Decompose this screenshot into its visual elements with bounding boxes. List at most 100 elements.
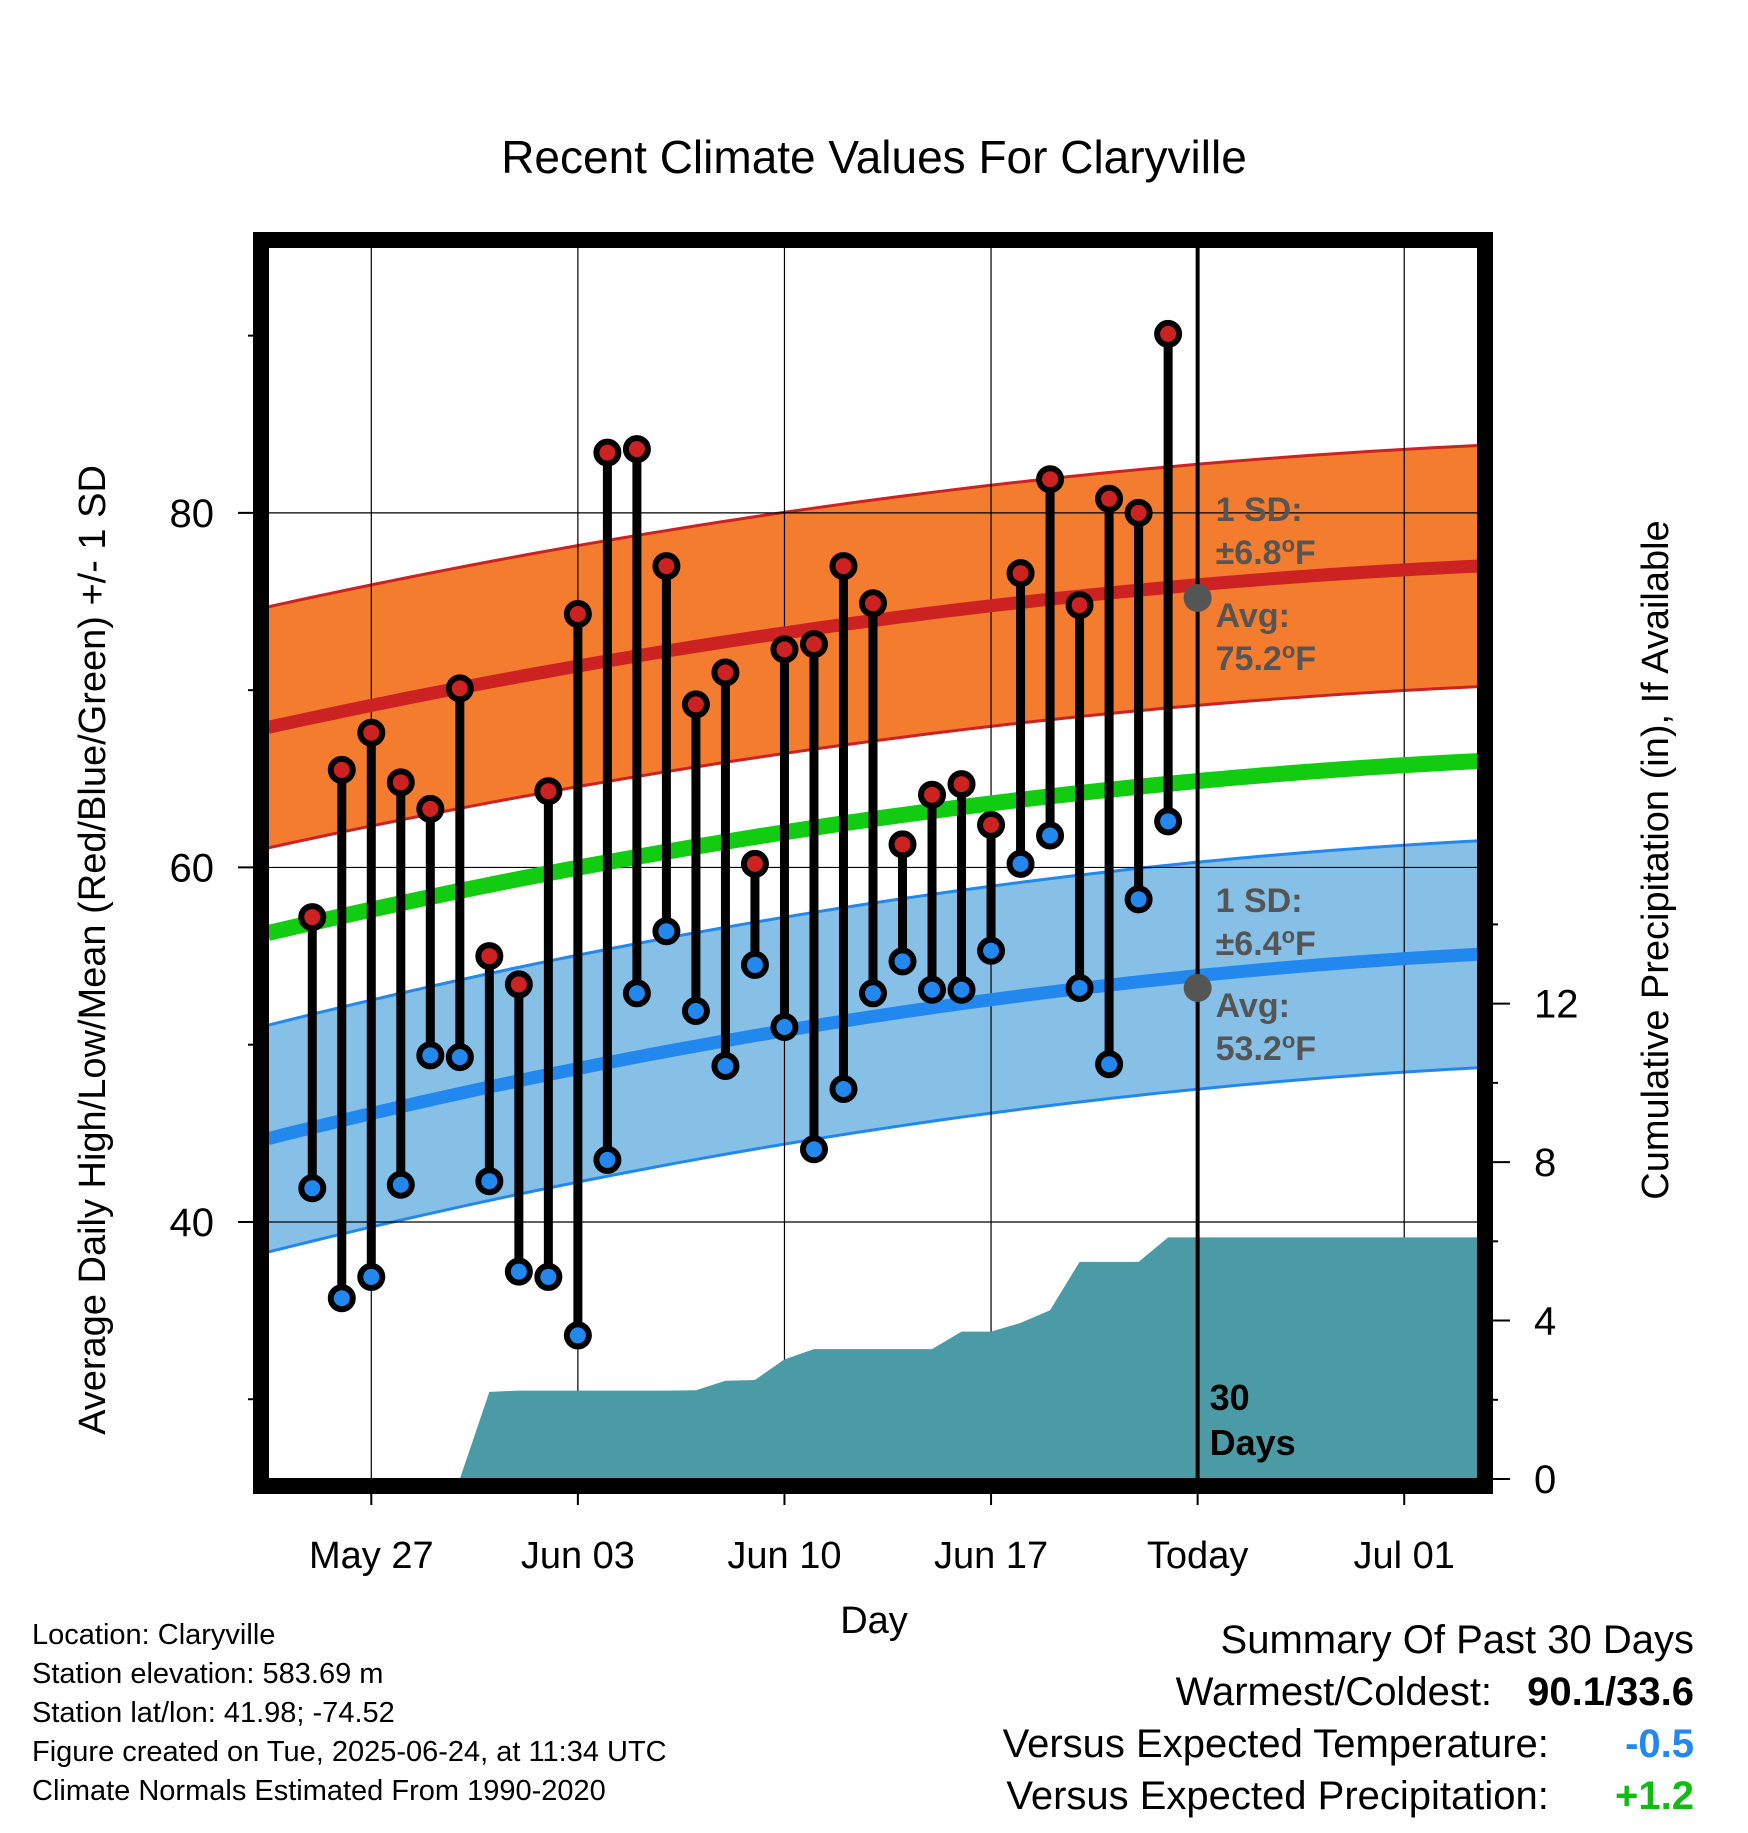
daily-high-point [1006, 559, 1035, 588]
station-info: Location: Claryville Station elevation: … [32, 1616, 667, 1811]
daily-high-point [593, 438, 622, 467]
daily-high-point [327, 755, 356, 784]
daily-low-point [977, 936, 1006, 965]
high-sd-label: 1 SD: [1216, 491, 1303, 529]
high-sd-value: ±6.8oF [1216, 532, 1316, 573]
today-high-avg-dot [1183, 583, 1212, 612]
daily-high-point [1154, 319, 1183, 348]
low-sd-label: 1 SD: [1216, 882, 1303, 920]
low-sd-band [268, 840, 1478, 1253]
y-left-tick-label: 60 [170, 846, 215, 890]
low-sd-lower-edge [267, 1066, 1479, 1254]
y-right-tick-label: 12 [1534, 983, 1579, 1027]
info-location: Location: Claryville [32, 1619, 276, 1651]
plot-border [253, 232, 1493, 1494]
daily-low-point [357, 1262, 386, 1291]
daily-high-point [1036, 465, 1065, 494]
x-tick-label: Jul 01 [1354, 1535, 1455, 1577]
daily-high-point [622, 435, 651, 464]
daily-low-point [1065, 973, 1094, 1002]
precipitation-area-fill [297, 1237, 1478, 1479]
high-avg-label: Avg: [1216, 597, 1290, 635]
daily-high-point [740, 849, 769, 878]
summary-precip-row: Versus Expected Precipitation: +1.2 [1003, 1770, 1694, 1822]
daily-low-point [622, 979, 651, 1008]
daily-low-point [563, 1321, 592, 1350]
x-axis-label: Day [840, 1600, 908, 1642]
daily-high-point [504, 970, 533, 999]
precipitation-area [297, 1237, 1478, 1479]
y-left-tick-label: 40 [170, 1201, 215, 1245]
summary-temp-label: Versus Expected Temperature: [1002, 1722, 1549, 1766]
daily-low-point [298, 1174, 327, 1203]
daily-high-point [1095, 484, 1124, 513]
x-tick-label: Today [1147, 1535, 1248, 1577]
daily-low-point [829, 1075, 858, 1104]
daily-high-point [357, 718, 386, 747]
y-left-tick-label: 80 [170, 492, 215, 536]
info-normals: Climate Normals Estimated From 1990-2020 [32, 1775, 606, 1807]
daily-low-point [947, 975, 976, 1004]
info-elevation: Station elevation: 583.69 m [32, 1658, 384, 1690]
daily-low-point [475, 1167, 504, 1196]
y-right-tick-label: 0 [1534, 1458, 1556, 1502]
y-right-tick-label: 4 [1534, 1300, 1556, 1344]
summary-warmest-coldest-row: Warmest/Coldest: 90.1/33.6 [1003, 1666, 1694, 1718]
daily-high-point [859, 589, 887, 618]
summary-title: Summary Of Past 30 Days [1220, 1618, 1694, 1662]
daily-high-point [445, 674, 474, 703]
daily-low-point [1006, 849, 1035, 878]
daily-low-point [327, 1284, 356, 1313]
daily-low-point [740, 950, 769, 979]
daily-low-point [1036, 821, 1065, 850]
y-right-tick-label: 8 [1534, 1141, 1556, 1185]
summary-temp-value: -0.5 [1625, 1722, 1694, 1766]
daily-high-point [1124, 498, 1153, 527]
daily-high-point [475, 942, 504, 971]
y-axis-left-label: Average Daily High/Low/Mean (Red/Blue/Gr… [72, 465, 114, 1435]
summary-precip-label: Versus Expected Precipitation: [1006, 1774, 1549, 1818]
low-avg-label: Avg: [1216, 987, 1290, 1025]
daily-low-point [534, 1262, 563, 1291]
daily-low-point [711, 1051, 740, 1080]
axes: May 27 Jun 03 Jun 10 Jun 17 Today Jul 0140608… [170, 334, 1579, 1577]
daily-high-point [652, 552, 681, 581]
daily-high-point [681, 690, 710, 719]
summary-block: Summary Of Past 30 Days Warmest/Coldest:… [1003, 1614, 1694, 1822]
daily-low-point [681, 997, 710, 1026]
daily-low-point [1124, 885, 1153, 914]
daily-low-point [445, 1043, 474, 1072]
summary-precip-value: +1.2 [1615, 1774, 1694, 1818]
daily-high-point [298, 903, 327, 932]
daily-low-point [386, 1170, 415, 1199]
summary-warmest-coldest-value: 90.1/33.6 [1527, 1670, 1694, 1714]
x-tick-label: Jun 03 [521, 1535, 635, 1577]
x-tick-label: May 27 [309, 1535, 434, 1577]
summary-warmest-coldest-label: Warmest/Coldest: [1175, 1670, 1493, 1714]
daily-high-point [534, 777, 563, 806]
info-latlon: Station lat/lon: 41.98; -74.52 [32, 1697, 395, 1729]
daily-high-point [829, 552, 858, 581]
daily-high-point [918, 780, 947, 809]
daily-low-point [1095, 1050, 1124, 1079]
daily-low-point [504, 1257, 533, 1286]
chart-title: Recent Climate Values For Claryville [501, 131, 1247, 183]
info-created: Figure created on Tue, 2025-06-24, at 11… [32, 1736, 667, 1768]
daily-low-point [918, 975, 947, 1004]
today-low-avg-dot [1183, 973, 1212, 1002]
daily-low-point [593, 1145, 622, 1174]
daily-low-point [652, 917, 681, 946]
high-avg-value: 75.2oF [1216, 638, 1316, 679]
normal-low-line [266, 947, 1479, 1145]
summary-temp-row: Versus Expected Temperature: -0.5 [1003, 1718, 1694, 1770]
daily-high-point [563, 599, 592, 628]
x-tick-label: Jun 10 [727, 1535, 841, 1577]
daily-temperature-bars [298, 319, 1183, 1350]
daily-high-point [770, 635, 799, 664]
plot-frame [253, 232, 1493, 1494]
daily-high-point [711, 658, 740, 687]
daily-low-point [859, 979, 887, 1008]
days-label-number: 30 [1210, 1377, 1250, 1418]
